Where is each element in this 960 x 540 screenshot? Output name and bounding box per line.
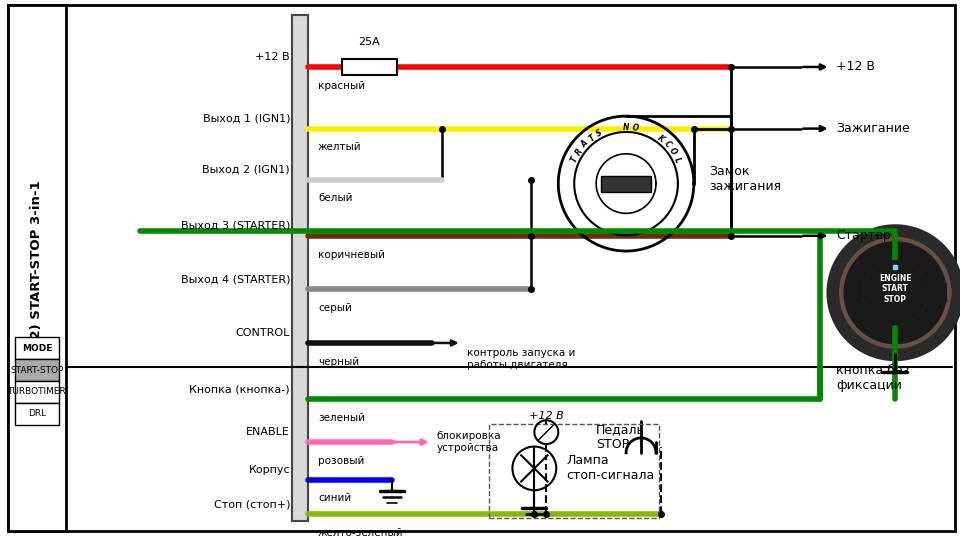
Text: O: O bbox=[632, 123, 639, 133]
Text: Выход 2 (IGN1): Выход 2 (IGN1) bbox=[203, 165, 290, 174]
Text: Стартер: Стартер bbox=[836, 230, 891, 242]
Text: Корпус: Корпус bbox=[249, 464, 290, 475]
Text: O: O bbox=[667, 146, 679, 157]
Text: ENABLE: ENABLE bbox=[247, 427, 290, 437]
Text: +12 B: +12 B bbox=[529, 410, 564, 421]
Text: зеленый: зеленый bbox=[318, 413, 365, 423]
Bar bbox=[292, 15, 308, 521]
Bar bbox=[601, 176, 651, 192]
Text: L: L bbox=[672, 156, 683, 164]
Text: розовый: розовый bbox=[318, 456, 365, 466]
Text: Зажигание: Зажигание bbox=[836, 122, 910, 135]
Text: серый: серый bbox=[318, 303, 352, 313]
Text: блокировка
устройства: блокировка устройства bbox=[437, 431, 501, 453]
Text: T: T bbox=[569, 156, 580, 164]
Bar bbox=[15, 381, 59, 403]
Text: желтый: желтый bbox=[318, 143, 362, 152]
Text: контроль запуска и
работы двигателя: контроль запуска и работы двигателя bbox=[467, 348, 575, 369]
Text: +12 В: +12 В bbox=[255, 52, 290, 62]
Text: красный: красный bbox=[318, 81, 365, 91]
Text: коричневый: коричневый bbox=[318, 249, 385, 260]
Text: белый: белый bbox=[318, 193, 352, 204]
Text: Выход 4 (STARTER): Выход 4 (STARTER) bbox=[180, 274, 290, 285]
Bar bbox=[490, 424, 659, 518]
Bar bbox=[15, 338, 59, 359]
Text: S: S bbox=[595, 129, 604, 139]
Text: кнопка без
фиксации: кнопка без фиксации bbox=[836, 364, 910, 392]
Text: Выход 1 (IGN1): Выход 1 (IGN1) bbox=[203, 114, 290, 124]
Text: TURBOTIMER: TURBOTIMER bbox=[8, 388, 66, 396]
Text: Стоп (стоп+): Стоп (стоп+) bbox=[214, 500, 290, 510]
Text: T: T bbox=[587, 133, 596, 144]
Text: черный: черный bbox=[318, 357, 359, 367]
Text: CONTROL: CONTROL bbox=[236, 328, 290, 338]
Text: A: A bbox=[580, 139, 590, 150]
Text: DRL: DRL bbox=[28, 409, 46, 418]
Text: Выход 3 (STARTER): Выход 3 (STARTER) bbox=[180, 221, 290, 231]
Text: Замок
зажигания: Замок зажигания bbox=[708, 165, 780, 193]
Text: START-STOP: START-STOP bbox=[11, 366, 63, 375]
Text: Педаль
STOP: Педаль STOP bbox=[596, 423, 645, 451]
Text: C: C bbox=[662, 139, 672, 150]
Text: (V2) START-STOP 3-in-1: (V2) START-STOP 3-in-1 bbox=[31, 180, 43, 355]
Text: синий: синий bbox=[318, 494, 351, 503]
Text: 25A: 25A bbox=[358, 37, 380, 47]
Text: +12 В: +12 В bbox=[836, 60, 876, 73]
Text: Кнопка (кнопка-): Кнопка (кнопка-) bbox=[189, 384, 290, 394]
Text: K: K bbox=[656, 133, 665, 144]
Text: R: R bbox=[574, 147, 585, 157]
Text: желто-зеленый: желто-зеленый bbox=[318, 528, 403, 538]
Text: MODE: MODE bbox=[22, 344, 52, 353]
Bar bbox=[15, 403, 59, 425]
Bar bbox=[15, 359, 59, 381]
Bar bbox=[342, 59, 396, 75]
Text: Лампа
стоп-сигнала: Лампа стоп-сигнала bbox=[566, 454, 655, 482]
Text: N: N bbox=[623, 123, 629, 132]
Bar bbox=[8, 5, 66, 531]
Circle shape bbox=[863, 261, 927, 325]
Text: ENGINE
START
STOP: ENGINE START STOP bbox=[879, 274, 911, 303]
